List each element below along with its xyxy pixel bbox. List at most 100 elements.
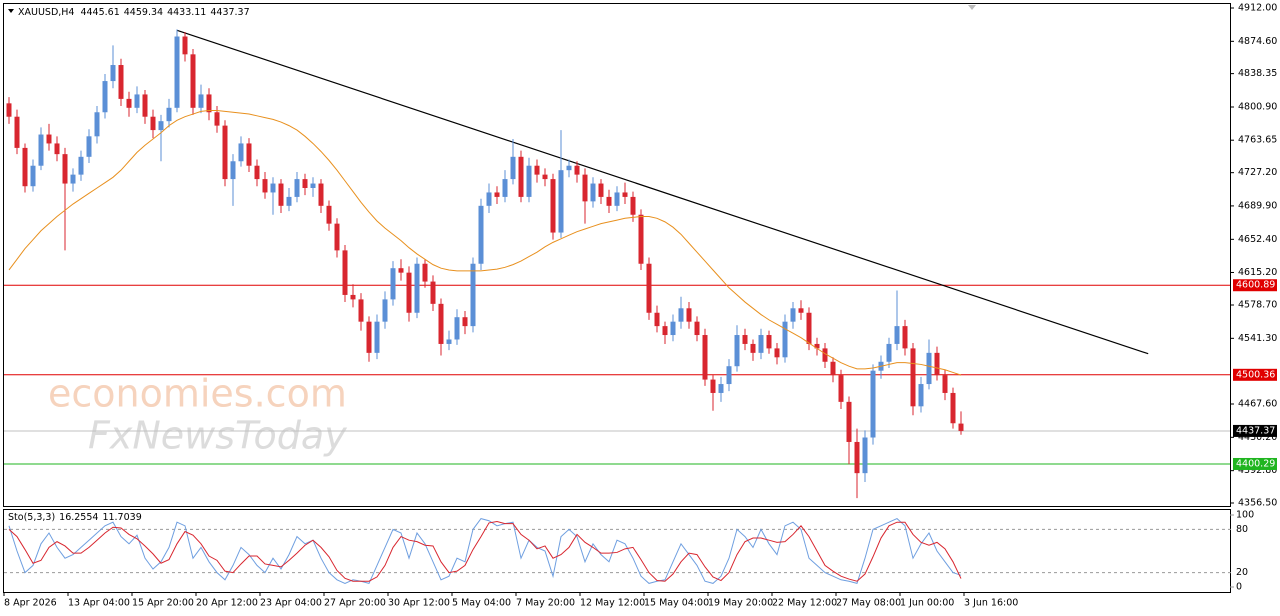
candle-body	[502, 179, 508, 197]
x-tick-label: 8 Apr 2026	[4, 598, 57, 609]
candle-body	[78, 156, 84, 175]
candle-body	[126, 98, 132, 108]
candle-body	[430, 281, 436, 304]
y-tick-label: 4727.20	[1238, 167, 1277, 178]
candle-body	[694, 321, 700, 336]
x-tick-label: 27 Apr 20:00	[324, 598, 386, 609]
y-tick-label: 4578.70	[1238, 300, 1277, 311]
candle-body	[102, 81, 108, 113]
candle-body	[950, 392, 956, 424]
x-tick-label: 13 Apr 04:00	[68, 598, 130, 609]
y-tick-label: 4541.30	[1238, 333, 1277, 344]
candle-body	[46, 134, 52, 144]
candle-body	[110, 65, 116, 82]
candle-body	[470, 263, 476, 327]
symbol: XAUUSD,H4	[18, 7, 74, 18]
candle-body	[246, 143, 252, 166]
candle-body	[398, 268, 404, 273]
candle-body	[350, 294, 356, 300]
stoch-tick-label: 20	[1236, 567, 1248, 578]
x-tick-label: 3 Jun 16:00	[964, 598, 1018, 609]
candle-body	[214, 112, 220, 126]
moving-average	[8, 109, 962, 376]
high: 4459.34	[124, 7, 163, 18]
candle-body	[150, 116, 156, 131]
x-tick-label: 22 May 12:00	[772, 598, 837, 609]
candle-body	[166, 107, 172, 122]
candle-body	[22, 147, 28, 187]
candle-body	[678, 308, 684, 322]
candle-body	[406, 272, 412, 313]
candle-body	[334, 223, 340, 251]
candle-body	[94, 112, 100, 137]
open: 4445.61	[80, 7, 119, 18]
candle-body	[318, 183, 324, 206]
x-tick-label: 27 May 08:00	[836, 598, 901, 609]
indicator-name: Sto(5,3,3)	[8, 512, 55, 523]
candle-body	[942, 375, 948, 393]
y-tick-label: 4615.20	[1238, 267, 1277, 278]
candle-body	[686, 308, 692, 322]
candle-body	[270, 183, 276, 193]
trendline	[176, 29, 1149, 355]
watermark: economies.com FxNewsToday	[48, 372, 347, 458]
y-tick-label: 4467.60	[1238, 399, 1277, 410]
candle-body	[814, 343, 820, 349]
x-tick-label: 23 Apr 04:00	[260, 598, 322, 609]
stoch-tick-label: 0	[1236, 582, 1242, 593]
candle-body	[870, 370, 876, 438]
candle-body	[462, 317, 468, 327]
x-tick-label: 15 Apr 20:00	[132, 598, 194, 609]
candle-body	[206, 94, 212, 113]
candle-body	[742, 335, 748, 344]
candle-body	[790, 308, 796, 322]
y-tick-label: 4912.00	[1238, 3, 1277, 14]
candle-body	[574, 165, 580, 175]
candle-body	[326, 205, 332, 224]
candle-body	[590, 183, 596, 202]
candle-body	[630, 196, 636, 215]
level-tag: 4400.29	[1236, 458, 1275, 469]
candle-body	[230, 161, 236, 180]
watermark-text: FxNewsToday	[88, 414, 347, 458]
candle-body	[54, 143, 60, 155]
level-tag: 4600.89	[1236, 280, 1275, 291]
candle-body	[798, 308, 804, 313]
candle-body	[830, 361, 836, 376]
candle-body	[62, 154, 68, 184]
x-tick-label: 30 Apr 12:00	[388, 598, 450, 609]
candle-body	[710, 379, 716, 393]
candle-body	[382, 299, 388, 322]
candle-body	[766, 335, 772, 349]
candle-body	[342, 250, 348, 295]
candle-body	[238, 143, 244, 162]
y-tick-label: 4874.60	[1238, 36, 1277, 47]
candle-body	[294, 179, 300, 197]
candle-body	[526, 165, 532, 197]
candle-body	[598, 183, 604, 197]
x-tick-label: 15 May 04:00	[644, 598, 709, 609]
candle-body	[862, 437, 868, 474]
candle-body	[422, 263, 428, 282]
candle-body	[606, 196, 612, 206]
candle-body	[614, 192, 620, 206]
candle-body	[174, 36, 180, 108]
stochastic-header: Sto(5,3,3) 16.2554 11.7039	[8, 512, 142, 523]
candle-body	[518, 156, 524, 197]
stoch-tick-label: 80	[1236, 524, 1248, 535]
candle-body	[118, 65, 124, 99]
candle-body	[582, 174, 588, 202]
candle-body	[726, 366, 732, 385]
x-tick-label: 19 May 20:00	[708, 598, 773, 609]
x-tick-label: 5 May 04:00	[452, 598, 511, 609]
candle-body	[486, 192, 492, 206]
candle-body	[934, 352, 940, 376]
candle-body	[534, 165, 540, 175]
candle-body	[822, 348, 828, 362]
current-price-tag: 4437.37	[1236, 425, 1275, 436]
y-tick-label: 4800.90	[1238, 102, 1277, 113]
candle-body	[70, 174, 76, 184]
level-tag: 4500.36	[1236, 369, 1275, 380]
